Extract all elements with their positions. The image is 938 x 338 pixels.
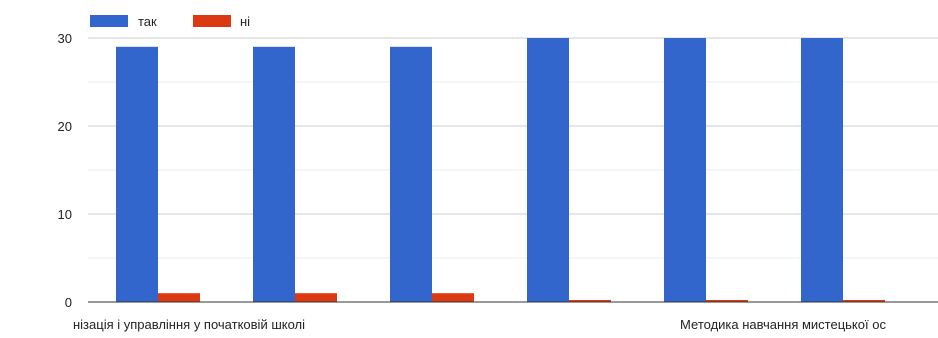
bar-yes[interactable] <box>116 46 158 302</box>
bar-yes[interactable] <box>527 38 569 302</box>
y-tick-label: 10 <box>58 207 72 222</box>
legend-swatch <box>90 15 128 27</box>
minor-gridlines <box>88 81 938 259</box>
gridlines <box>88 37 938 215</box>
x-tick-label: нізація і управління у початковій школі <box>73 317 305 332</box>
y-tick-label: 0 <box>65 295 72 310</box>
legend: так ні <box>90 14 250 29</box>
legend-label: ні <box>240 14 250 29</box>
bar-yes[interactable] <box>664 38 706 302</box>
y-tick-label: 20 <box>58 119 72 134</box>
x-axis-labels: нізація і управління у початковій школі М… <box>73 317 886 332</box>
bar-no[interactable] <box>432 293 474 302</box>
bar-no[interactable] <box>843 300 885 302</box>
x-tick-label: Методика навчання мистецької ос <box>680 317 886 332</box>
y-tick-label: 30 <box>58 31 72 46</box>
bars <box>116 38 885 302</box>
legend-label: так <box>138 14 157 29</box>
bar-no[interactable] <box>706 300 748 302</box>
bar-yes[interactable] <box>390 46 432 302</box>
bar-no[interactable] <box>569 300 611 302</box>
bar-no[interactable] <box>158 293 200 302</box>
bar-yes[interactable] <box>801 38 843 302</box>
y-axis-ticks: 0 10 20 30 <box>58 31 72 310</box>
bar-yes[interactable] <box>253 46 295 302</box>
legend-swatch <box>193 15 231 27</box>
bar-no[interactable] <box>295 293 337 302</box>
